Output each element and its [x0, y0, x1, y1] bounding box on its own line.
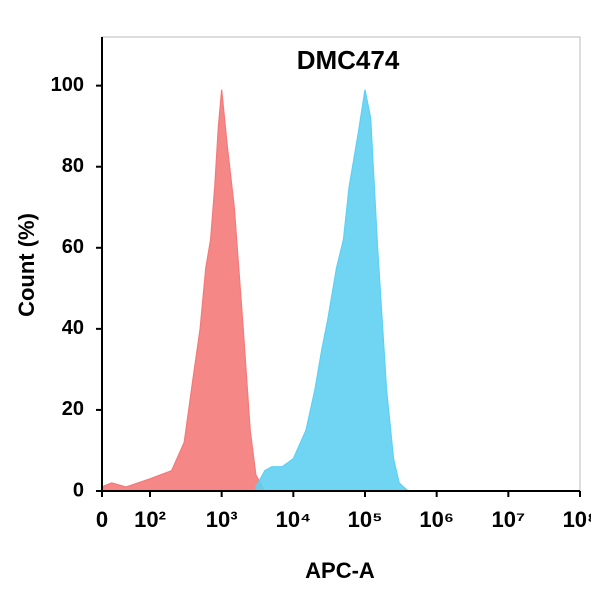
y-tick-label: 20: [62, 398, 84, 420]
x-tick-label: 10²: [134, 507, 166, 532]
y-axis-label: Count (%): [14, 213, 39, 317]
x-tick-label: 10⁴: [276, 507, 311, 532]
y-tick-label: 40: [62, 317, 84, 339]
x-tick-label: 10⁸: [563, 507, 591, 532]
y-tick-label: 100: [51, 74, 84, 96]
x-tick-label: 0: [96, 507, 108, 532]
marks: [101, 89, 410, 492]
chart-title: DMC474: [297, 45, 400, 75]
y-tick-label: 0: [73, 479, 84, 501]
x-tick-label: 10⁶: [419, 507, 454, 532]
y-tick-label: 80: [62, 155, 84, 177]
x-tick-label: 10⁷: [492, 507, 526, 532]
x-axis-label: APC-A: [305, 558, 375, 583]
x-tick-label: 10³: [206, 507, 238, 532]
x-tick-label: 10⁵: [348, 507, 383, 532]
y-tick-label: 60: [62, 236, 84, 258]
histogram-area: [101, 89, 266, 492]
histogram-area: [255, 89, 410, 492]
